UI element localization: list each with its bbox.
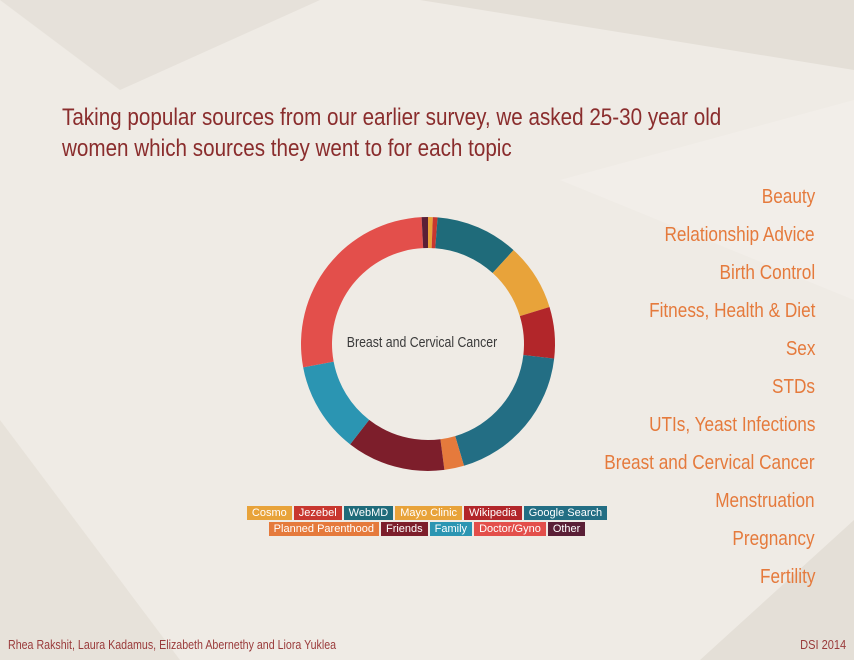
topic-pregnancy[interactable]: Pregnancy: [732, 528, 815, 550]
topic-fertility[interactable]: Fertility: [759, 566, 815, 588]
legend-item-google-search[interactable]: Google Search: [523, 506, 608, 520]
title-line-1: Taking popular sources from our earlier …: [62, 104, 722, 131]
topic-utis-yeast-infections[interactable]: UTIs, Yeast Infections: [648, 414, 815, 436]
slice-friends[interactable]: [350, 419, 445, 471]
credits: Rhea Rakshit, Laura Kadamus, Elizabeth A…: [8, 637, 337, 652]
legend-item-other[interactable]: Other: [547, 522, 586, 536]
slice-planned-parenthood[interactable]: [440, 436, 464, 470]
topic-sex[interactable]: Sex: [785, 338, 815, 360]
topic-fitness-health-diet[interactable]: Fitness, Health & Diet: [648, 300, 815, 322]
slice-doctor-gyno[interactable]: [301, 217, 424, 368]
slice-google-search[interactable]: [455, 355, 555, 466]
topic-relationship-advice[interactable]: Relationship Advice: [664, 224, 815, 246]
topic-birth-control[interactable]: Birth Control: [719, 262, 815, 284]
legend-item-doctor-gyno[interactable]: Doctor/Gyno: [474, 522, 546, 536]
legend-item-jezebel[interactable]: Jezebel: [293, 506, 342, 520]
legend-item-webmd[interactable]: WebMD: [343, 506, 394, 520]
slice-mayo-clinic[interactable]: [492, 250, 550, 317]
legend-item-friends[interactable]: Friends: [380, 522, 428, 536]
legend-item-wikipedia[interactable]: Wikipedia: [464, 506, 522, 520]
topic-breast-cervical-cancer[interactable]: Breast and Cervical Cancer: [604, 452, 815, 474]
topic-list: Beauty Relationship Advice Birth Control…: [570, 178, 815, 596]
slice-cosmo[interactable]: [428, 217, 433, 249]
donut-center-label: Breast and Cervical Cancer: [346, 334, 498, 351]
donut-chart: [301, 217, 555, 471]
topic-stds[interactable]: STDs: [772, 376, 815, 398]
legend-row-1: Cosmo Jezebel WebMD Mayo Clinic Wikipedia Goo…: [246, 506, 608, 520]
legend-item-mayo-clinic[interactable]: Mayo Clinic: [395, 506, 463, 520]
slice-jezebel[interactable]: [431, 217, 438, 249]
slice-other[interactable]: [421, 217, 428, 249]
topic-menstruation[interactable]: Menstruation: [715, 490, 815, 512]
slice-wikipedia[interactable]: [519, 307, 555, 359]
slice-family[interactable]: [303, 361, 370, 445]
event-label: DSI 2014: [799, 637, 846, 652]
legend-item-planned-parenthood[interactable]: Planned Parenthood: [268, 522, 379, 536]
slice-webmd[interactable]: [435, 217, 514, 274]
legend-row-2: Planned Parenthood Friends Family Doctor/Gy…: [268, 522, 586, 536]
slide-title: Taking popular sources from our earlier …: [62, 102, 722, 164]
legend-item-cosmo[interactable]: Cosmo: [246, 506, 292, 520]
chart-legend: Cosmo Jezebel WebMD Mayo Clinic Wikipedia Goo…: [246, 506, 608, 536]
topic-beauty[interactable]: Beauty: [761, 186, 815, 208]
legend-item-family[interactable]: Family: [429, 522, 473, 536]
title-line-2: women which sources they went to for eac…: [62, 135, 512, 162]
